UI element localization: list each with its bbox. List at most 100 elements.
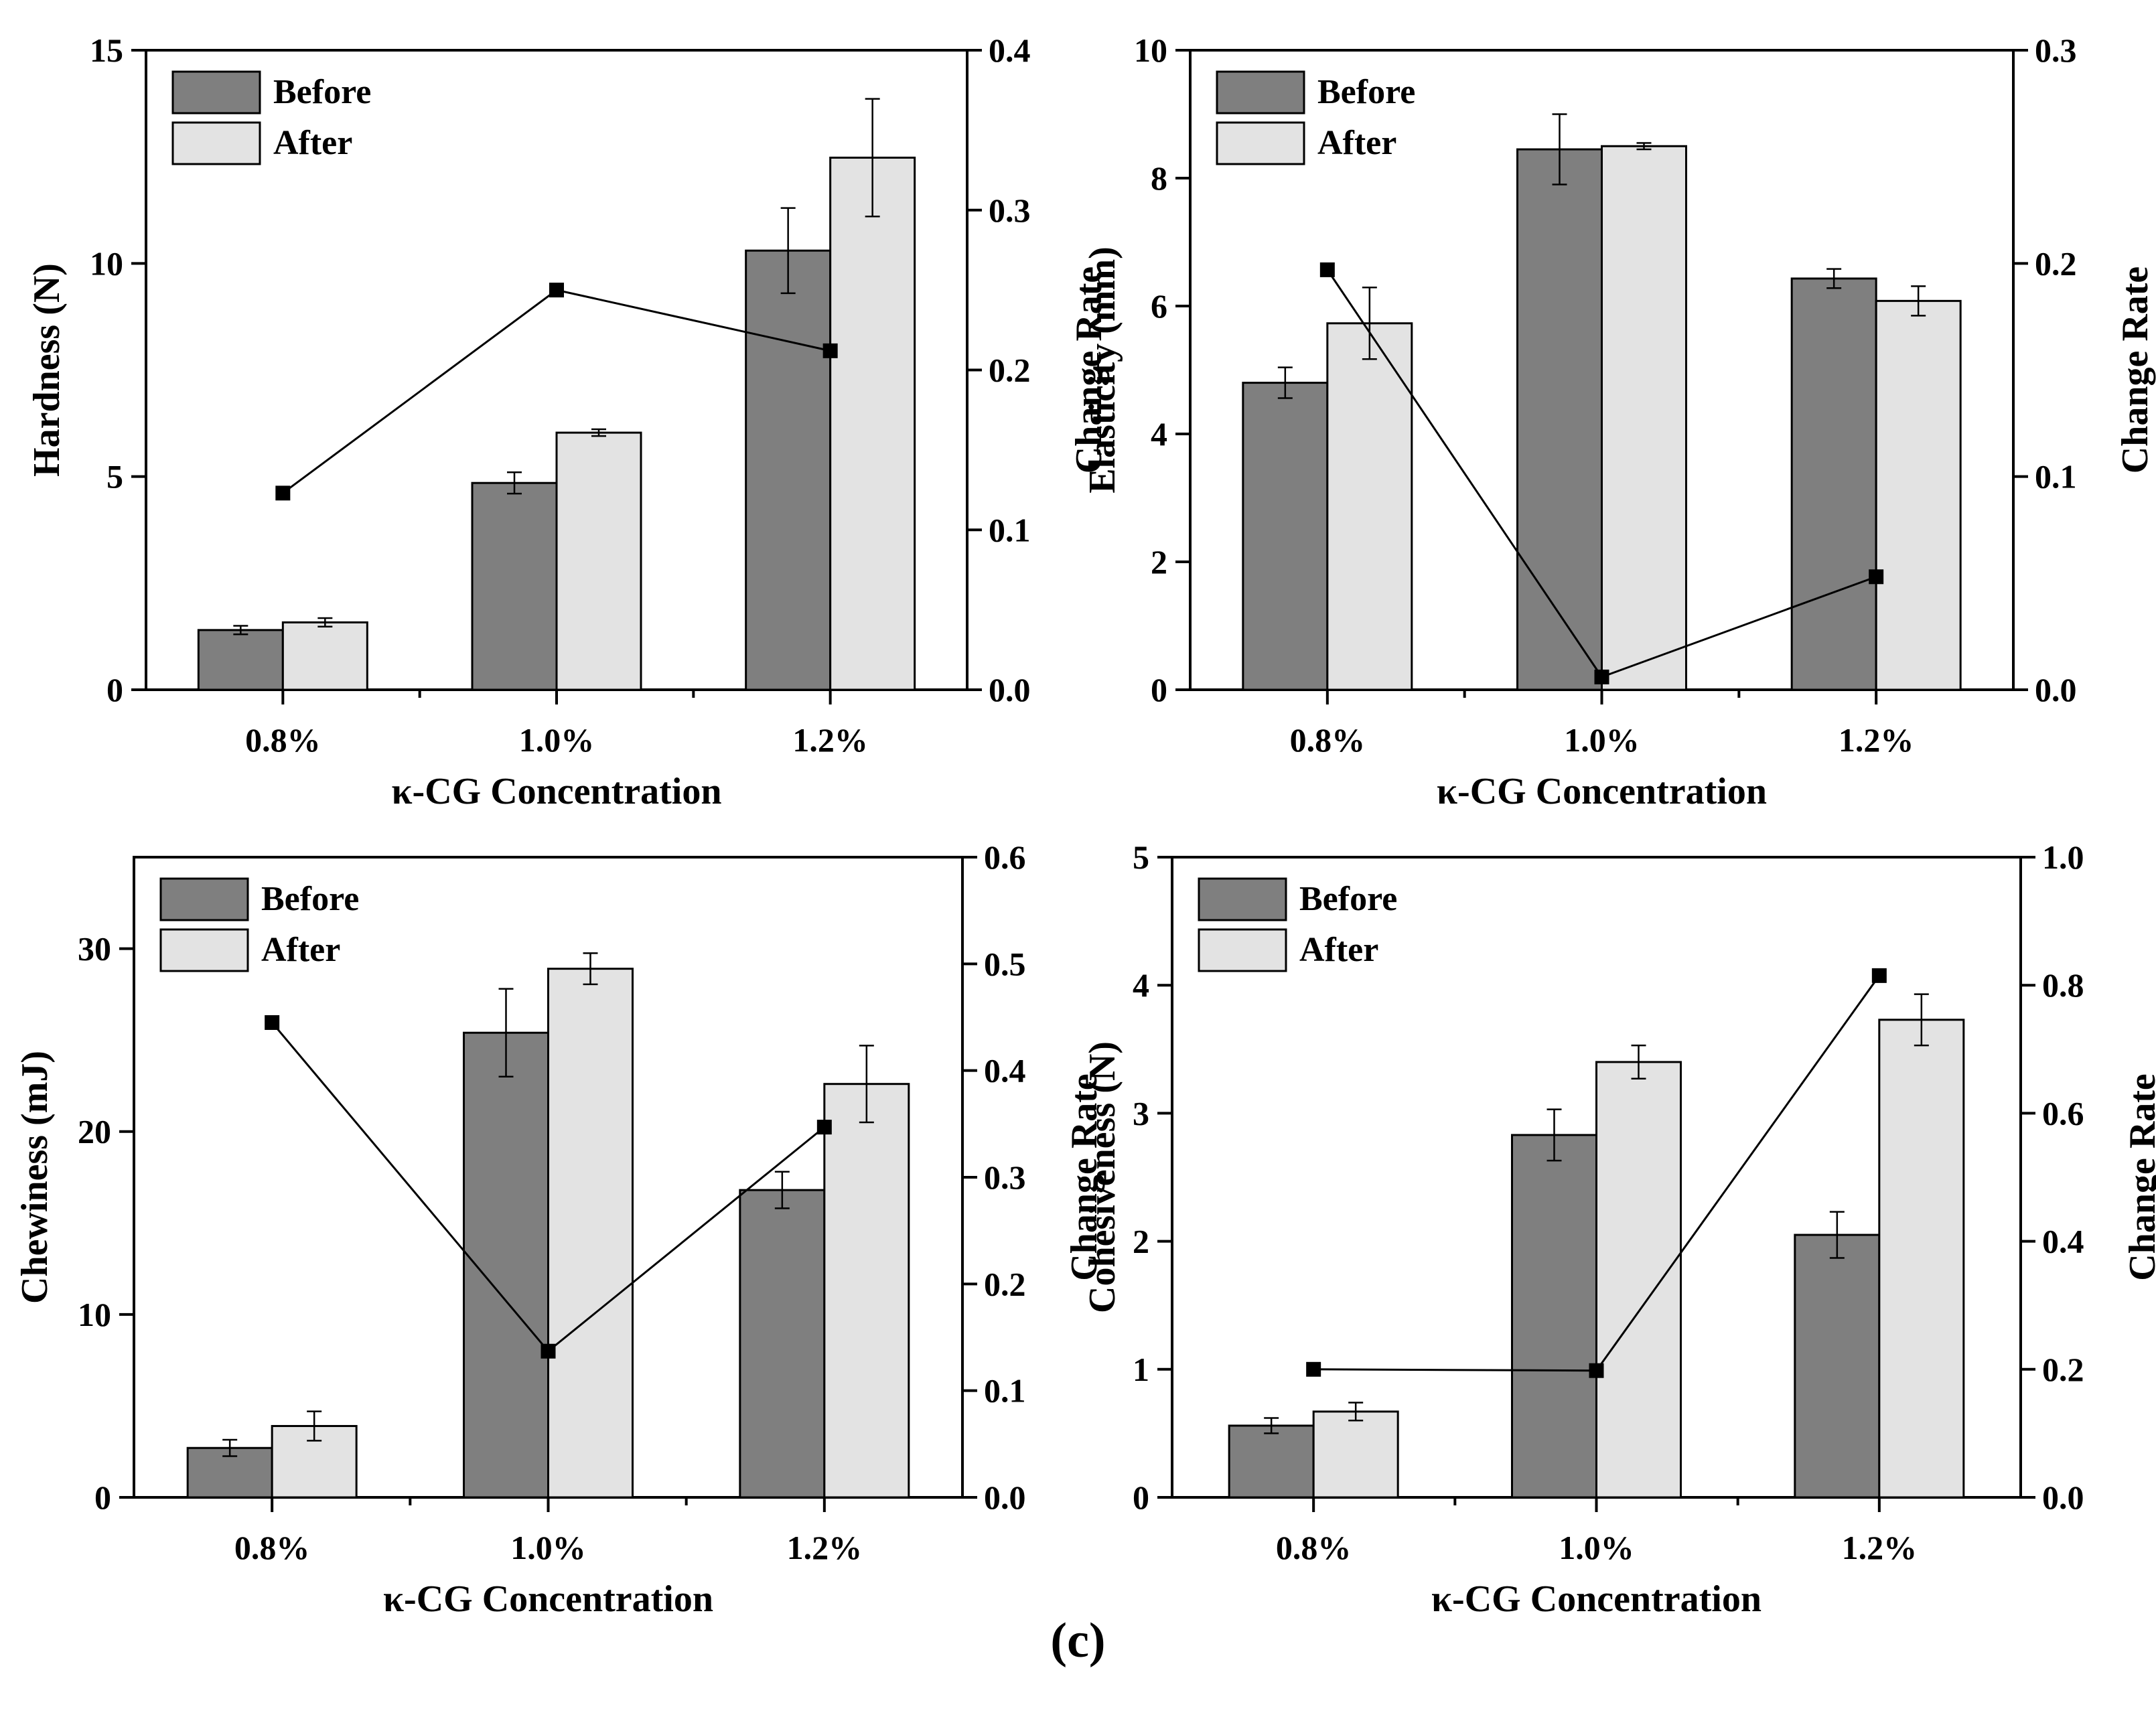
change-rate-marker bbox=[275, 486, 291, 501]
bar-after bbox=[1875, 299, 1962, 691]
bar-before bbox=[1242, 382, 1329, 691]
y-tick-label: 3 bbox=[1133, 1094, 1149, 1132]
x-axis-title: κ-CG Concentration bbox=[1431, 1578, 1762, 1620]
change-rate-marker bbox=[1871, 968, 1887, 983]
y-tick-label: 20 bbox=[78, 1113, 111, 1150]
bar-before bbox=[471, 481, 558, 691]
x-axis-title: κ-CG Concentration bbox=[391, 771, 721, 812]
bar-after bbox=[281, 621, 368, 691]
bar-after bbox=[1595, 1061, 1682, 1499]
y2-tick-label: 0.6 bbox=[2042, 1094, 2084, 1132]
y-tick-label: 10 bbox=[1134, 31, 1167, 69]
x-tick-label: 1.0% bbox=[519, 721, 595, 759]
change-rate-marker bbox=[541, 1343, 556, 1359]
bar-after bbox=[823, 1083, 910, 1499]
legend-label-before: Before bbox=[261, 880, 359, 918]
x-tick-label: 1.0% bbox=[510, 1529, 586, 1566]
y2-tick-label: 0.0 bbox=[989, 671, 1031, 708]
bar-before bbox=[1511, 1134, 1597, 1499]
change-rate-marker bbox=[1306, 1361, 1321, 1377]
y2-tick-label: 0.1 bbox=[2035, 458, 2077, 496]
y2-tick-label: 0.1 bbox=[989, 511, 1031, 548]
bar-after bbox=[1878, 1019, 1965, 1499]
change-rate-marker bbox=[265, 1015, 280, 1030]
change-rate-marker bbox=[1869, 569, 1884, 585]
legend-swatch-after bbox=[1198, 928, 1287, 972]
y2-tick-label: 0.3 bbox=[2035, 31, 2077, 69]
legend-label-before: Before bbox=[1317, 73, 1415, 111]
x-tick-label: 1.2% bbox=[792, 721, 868, 759]
change-rate-marker bbox=[549, 283, 564, 298]
x-tick-label: 1.0% bbox=[1559, 1529, 1634, 1566]
bar-before bbox=[463, 1031, 549, 1499]
y-tick-label: 0 bbox=[94, 1479, 111, 1516]
y-tick-label: 0 bbox=[1151, 671, 1167, 708]
x-tick-label: 0.8% bbox=[1276, 1529, 1352, 1566]
y2-axis-title: Change Rate bbox=[2114, 267, 2156, 474]
bar-after bbox=[547, 968, 634, 1499]
x-axis-title: κ-CG Concentration bbox=[383, 1578, 713, 1620]
y-axis-title: Cohesiveness (N) bbox=[1082, 1041, 1123, 1313]
y2-tick-label: 0.2 bbox=[2042, 1351, 2084, 1388]
change-rate-marker bbox=[1589, 1363, 1604, 1378]
bar-after bbox=[1326, 322, 1413, 691]
y-tick-label: 15 bbox=[90, 31, 123, 69]
x-axis-title: κ-CG Concentration bbox=[1437, 771, 1767, 812]
bar-before bbox=[745, 249, 832, 691]
legend-label-after: After bbox=[1317, 124, 1396, 162]
legend-swatch-before bbox=[171, 70, 261, 115]
bar-before bbox=[739, 1189, 826, 1499]
y-tick-label: 0 bbox=[1133, 1479, 1149, 1516]
x-tick-label: 0.8% bbox=[1290, 721, 1366, 759]
bar-before bbox=[1228, 1424, 1315, 1499]
y2-tick-label: 0.2 bbox=[2035, 244, 2077, 282]
chart-cohesiveness: 0 1 2 3 4 5 0.0 0.2 0.4 0.6 0.8 1.0 0.8% 1.0% 1.2% κ-CG… bbox=[1082, 838, 2156, 1620]
y2-tick-label: 0.0 bbox=[2035, 671, 2077, 708]
y-tick-label: 30 bbox=[78, 930, 111, 968]
y-tick-label: 2 bbox=[1151, 543, 1167, 581]
y2-tick-label: 0.0 bbox=[984, 1479, 1026, 1516]
y2-tick-label: 1.0 bbox=[2042, 838, 2084, 876]
y-tick-label: 10 bbox=[90, 244, 123, 282]
y2-tick-label: 0.2 bbox=[984, 1265, 1026, 1302]
y-tick-label: 5 bbox=[106, 458, 123, 496]
y2-tick-label: 0.0 bbox=[2042, 1479, 2084, 1516]
x-tick-label: 1.0% bbox=[1564, 721, 1640, 759]
y2-tick-label: 0.1 bbox=[984, 1372, 1026, 1410]
y-tick-label: 5 bbox=[1133, 838, 1149, 876]
y-axis-title: Elasticity (mm) bbox=[1082, 246, 1123, 494]
change-rate-marker bbox=[1319, 262, 1335, 277]
legend-swatch-before bbox=[1216, 70, 1305, 115]
legend-swatch-before bbox=[1198, 877, 1287, 921]
y-tick-label: 0 bbox=[106, 671, 123, 708]
legend-label-before: Before bbox=[1299, 880, 1397, 918]
bar-before bbox=[1794, 1234, 1881, 1499]
legend-swatch-after bbox=[1216, 121, 1305, 165]
y2-tick-label: 0.8 bbox=[2042, 966, 2084, 1004]
figure-caption: (c) bbox=[1050, 1613, 1106, 1668]
chart-elasticity: 0 2 4 6 8 10 0.0 0.1 0.2 0.3 0.8% 1.0% 1.2% κ-CG Conc… bbox=[1082, 31, 2156, 812]
bar-after bbox=[555, 431, 642, 691]
y-tick-label: 1 bbox=[1133, 1351, 1149, 1388]
bar-after bbox=[1601, 145, 1687, 691]
y2-axis-title: Change Rate bbox=[1064, 1073, 1105, 1281]
bar-after bbox=[1312, 1410, 1399, 1499]
x-tick-label: 1.2% bbox=[787, 1529, 863, 1566]
x-tick-label: 0.8% bbox=[234, 1529, 310, 1566]
y2-tick-label: 0.4 bbox=[2042, 1223, 2084, 1260]
chart-hardness: 0 5 10 15 0.0 0.1 0.2 0.3 0.4 0.8% 1.0% 1.2% κ-CG Co… bbox=[26, 31, 1110, 812]
legend-swatch-before bbox=[159, 877, 249, 921]
change-rate-marker bbox=[816, 1120, 832, 1135]
y-tick-label: 10 bbox=[78, 1296, 111, 1333]
chart-chewiness: 0 10 20 30 0.0 0.1 0.2 0.3 0.4 0.5 0.6 0.8% 1.0% 1.2%… bbox=[14, 838, 1105, 1620]
legend-label-before: Before bbox=[273, 73, 371, 111]
y-tick-label: 4 bbox=[1151, 415, 1167, 453]
y-tick-label: 4 bbox=[1133, 966, 1149, 1004]
bar-before bbox=[1516, 148, 1603, 691]
legend-label-after: After bbox=[273, 124, 352, 162]
y-tick-label: 6 bbox=[1151, 287, 1167, 325]
x-tick-label: 0.8% bbox=[245, 721, 321, 759]
bar-before bbox=[197, 629, 284, 691]
x-tick-label: 1.2% bbox=[1839, 721, 1914, 759]
